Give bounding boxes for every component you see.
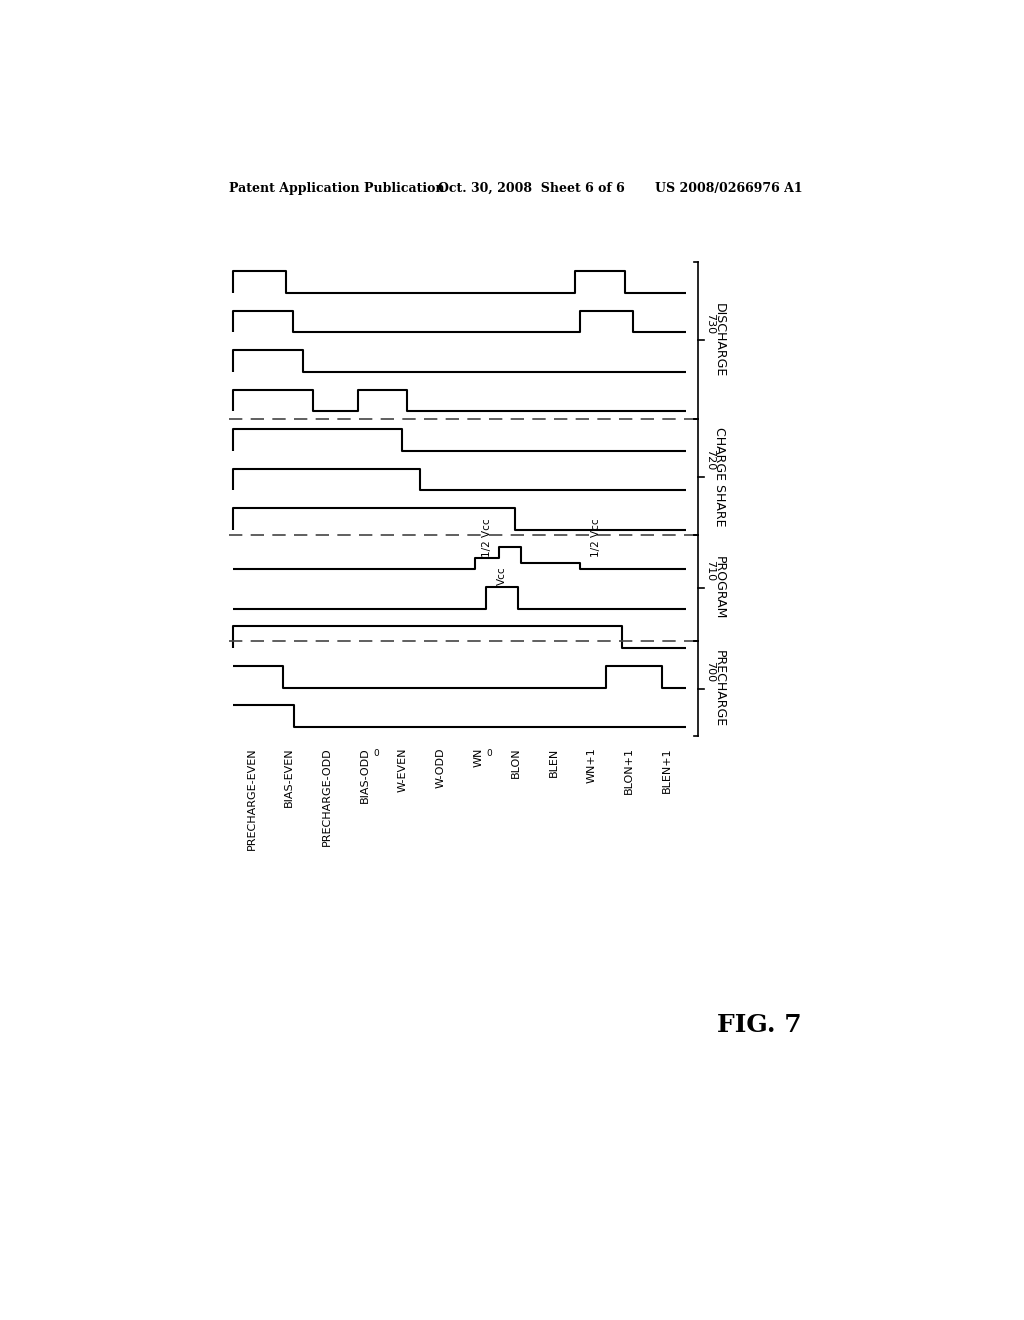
Text: BLON: BLON	[511, 747, 521, 777]
Text: DISCHARGE: DISCHARGE	[713, 304, 726, 378]
Text: Vcc: Vcc	[497, 566, 507, 585]
Text: 700: 700	[706, 661, 716, 682]
Text: W-ODD: W-ODD	[435, 747, 445, 788]
Text: W-EVEN: W-EVEN	[397, 747, 408, 792]
Text: CHARGE SHARE: CHARGE SHARE	[713, 426, 726, 527]
Text: 1/2 Vcc: 1/2 Vcc	[481, 519, 492, 557]
Text: 0: 0	[486, 748, 493, 758]
Text: BIAS-EVEN: BIAS-EVEN	[285, 747, 294, 807]
Text: BLON+1: BLON+1	[625, 747, 634, 795]
Text: WN: WN	[473, 747, 483, 767]
Text: PRECHARGE-EVEN: PRECHARGE-EVEN	[247, 747, 257, 850]
Text: Oct. 30, 2008  Sheet 6 of 6: Oct. 30, 2008 Sheet 6 of 6	[438, 182, 625, 194]
Text: 730: 730	[706, 313, 716, 334]
Text: BIAS-ODD: BIAS-ODD	[359, 747, 370, 803]
Text: 0: 0	[373, 748, 379, 758]
Text: FIG. 7: FIG. 7	[717, 1012, 802, 1036]
Text: BLEN: BLEN	[549, 747, 559, 776]
Text: WN+1: WN+1	[587, 747, 597, 783]
Text: Patent Application Publication: Patent Application Publication	[228, 182, 444, 194]
Text: 710: 710	[706, 561, 716, 582]
Text: 1/2 Vcc: 1/2 Vcc	[591, 519, 601, 557]
Text: PRECHARGE: PRECHARGE	[713, 649, 726, 727]
Text: BLEN+1: BLEN+1	[663, 747, 672, 793]
Text: US 2008/0266976 A1: US 2008/0266976 A1	[655, 182, 803, 194]
Text: 720: 720	[706, 449, 716, 470]
Text: PRECHARGE-ODD: PRECHARGE-ODD	[323, 747, 332, 846]
Text: PROGRAM: PROGRAM	[713, 556, 726, 619]
